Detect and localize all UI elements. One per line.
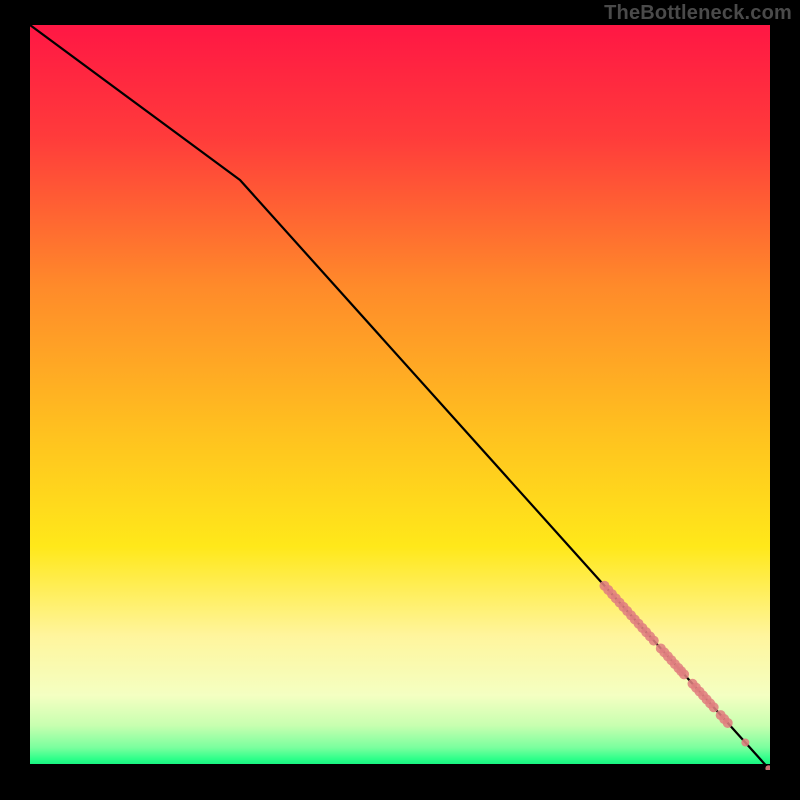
heatmap-chart — [30, 25, 770, 770]
data-point — [649, 636, 659, 646]
bottom-edge — [30, 764, 770, 770]
data-point — [709, 702, 719, 712]
plot-area — [30, 25, 770, 770]
data-point — [741, 739, 749, 747]
gradient-background — [30, 25, 770, 770]
data-point — [723, 718, 733, 728]
chart-wrapper: TheBottleneck.com — [0, 0, 800, 800]
data-point — [679, 669, 689, 679]
watermark-text: TheBottleneck.com — [604, 2, 792, 25]
